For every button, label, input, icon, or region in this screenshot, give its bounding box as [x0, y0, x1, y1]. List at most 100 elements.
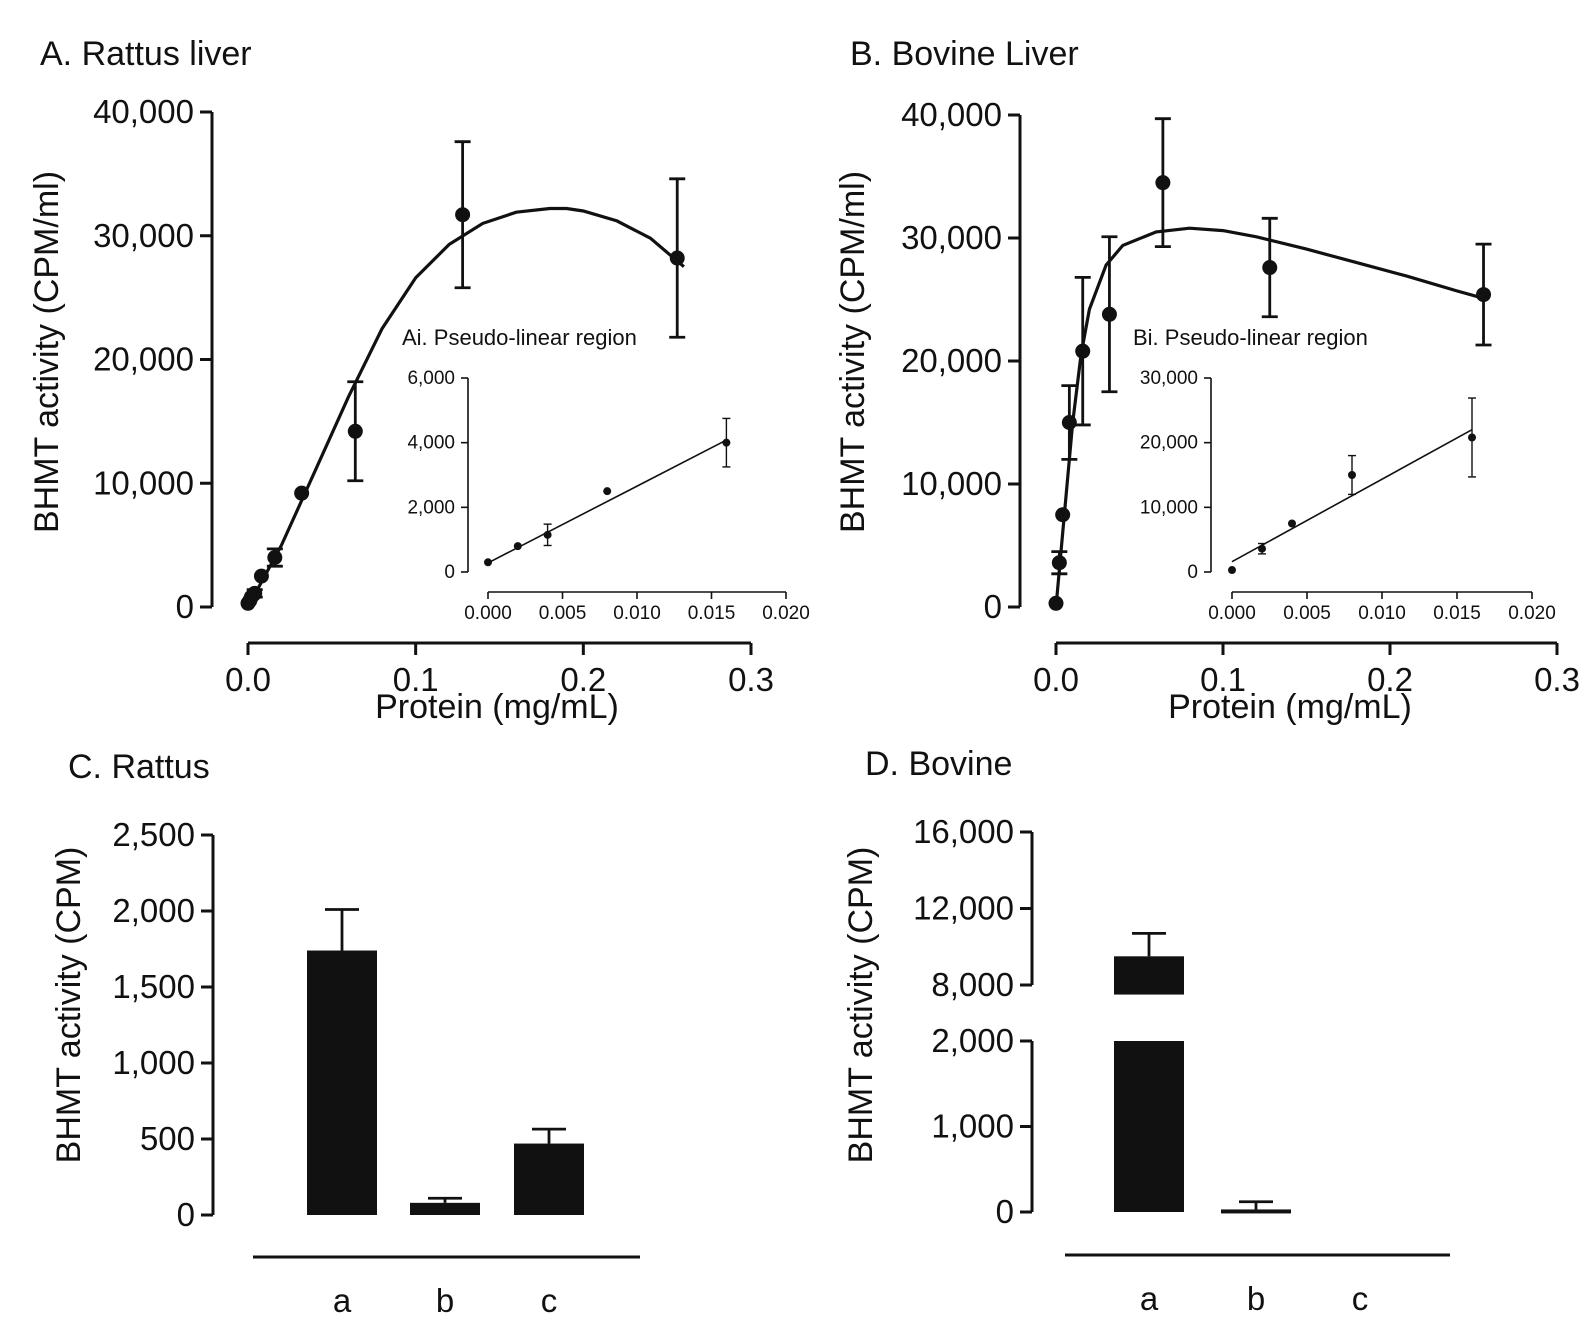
- x-tick-label: b: [1247, 1280, 1265, 1317]
- panel-c-plot: 0 500 1,000 1,500 2,000 2,500 a b c: [112, 816, 640, 1319]
- x-tick-label: 0.0: [1033, 661, 1079, 698]
- data-point: [1476, 287, 1492, 303]
- x-tick-label: 0.005: [1283, 603, 1331, 624]
- data-point: [1348, 471, 1356, 479]
- panel-a-ylabel: BHMT activity (CPM/ml): [28, 171, 66, 533]
- y-tick-label: 30,000: [1140, 368, 1198, 389]
- y-tick-label: 2,000: [112, 892, 195, 929]
- y-tick-label: 30,000: [901, 219, 1002, 256]
- data-point: [1055, 507, 1071, 523]
- y-tick-label: 0: [996, 1193, 1014, 1230]
- data-point: [1101, 306, 1117, 322]
- data-point: [1051, 555, 1067, 571]
- x-tick-label: 0.010: [613, 603, 661, 624]
- panel-b-inset: Bi. Pseudo-linear region 0 10,000 20,000 30…: [1133, 325, 1556, 624]
- y-tick-label: 2,500: [112, 816, 195, 853]
- x-tick-label: b: [436, 1282, 454, 1319]
- inset-a-title: Ai. Pseudo-linear region: [402, 325, 637, 350]
- x-tick-label: 0.0: [225, 661, 271, 698]
- y-tick-label: 10,000: [93, 464, 194, 501]
- panel-c-ylabel: BHMT activity (CPM): [50, 847, 88, 1164]
- fit-curve: [487, 439, 727, 564]
- data-point: [455, 207, 471, 223]
- data-point: [1075, 343, 1091, 359]
- bar-a-lower: [1114, 1041, 1184, 1212]
- y-tick-label: 2,000: [931, 1022, 1014, 1059]
- x-tick-label: 0.2: [1367, 661, 1413, 698]
- data-point: [1468, 433, 1476, 442]
- y-tick-label: 8,000: [931, 966, 1014, 1003]
- x-tick-label: a: [333, 1282, 352, 1319]
- data-point: [247, 585, 263, 601]
- y-tick-label: 1,500: [112, 968, 195, 1005]
- x-tick-label: c: [541, 1282, 558, 1319]
- panel-b: B. Bovine Liver BHMT activity (CPM/ml) P…: [834, 35, 1580, 726]
- data-point: [347, 423, 363, 439]
- x-tick-label: 0.1: [393, 661, 439, 698]
- x-tick-label: 0.2: [560, 661, 606, 698]
- x-tick-label: 0.005: [539, 603, 587, 624]
- data-point: [1048, 595, 1064, 611]
- fit-curve: [246, 206, 685, 608]
- x-tick-label: 0.000: [1208, 603, 1256, 624]
- bar-c: [514, 1143, 584, 1215]
- x-tick-label: 0.015: [688, 603, 736, 624]
- y-tick-label: 6,000: [407, 368, 455, 389]
- y-tick-label: 500: [140, 1120, 195, 1157]
- y-tick-label: 20,000: [93, 341, 194, 378]
- data-point: [267, 550, 283, 565]
- x-tick-label: a: [1140, 1280, 1159, 1317]
- y-tick-label: 0: [984, 588, 1002, 625]
- y-tick-label: 10,000: [901, 465, 1002, 502]
- panel-b-title: B. Bovine Liver: [850, 35, 1079, 73]
- x-tick-label: 0.3: [1534, 661, 1580, 698]
- panel-a: A. Rattus liver BHMT activity (CPM/ml) P…: [28, 35, 810, 726]
- bar-b: [1221, 1209, 1291, 1214]
- y-tick-label: 2,000: [407, 497, 455, 518]
- bar-b: [410, 1202, 480, 1215]
- x-tick-label: 0.1: [1200, 661, 1246, 698]
- panel-b-xlabel: Protein (mg/mL): [1168, 688, 1412, 726]
- data-point: [294, 485, 310, 501]
- data-point: [1228, 566, 1236, 575]
- data-point: [543, 530, 552, 539]
- fit-curve: [1231, 428, 1473, 563]
- panel-d: D. Bovine BHMT activity (CPM) 0 1,000 2,00…: [842, 745, 1450, 1317]
- x-tick-label: 0.010: [1358, 603, 1406, 624]
- panel-d-title: D. Bovine: [865, 745, 1012, 783]
- data-point: [603, 487, 612, 496]
- data-point: [513, 542, 522, 551]
- y-tick-label: 1,000: [931, 1108, 1014, 1145]
- y-tick-label: 40,000: [901, 96, 1002, 133]
- y-tick-label: 30,000: [93, 217, 194, 254]
- y-tick-label: 40,000: [93, 93, 194, 130]
- panel-c: C. Rattus BHMT activity (CPM) 0 500 1,000 1…: [50, 748, 640, 1319]
- panel-b-plot: 0 10,000 20,000 30,000 40,000 0.0 0.1 0.2 0.3: [901, 96, 1580, 698]
- x-tick-label: 0.020: [1508, 603, 1556, 624]
- bar-a: [307, 950, 377, 1215]
- panel-a-plot: 0 10,000 20,000 30,000 40,000 0.0 0.1 0.2 0.3: [93, 93, 774, 698]
- x-tick-label: 0.000: [464, 603, 512, 624]
- panel-c-title: C. Rattus: [68, 748, 210, 786]
- panel-b-ylabel: BHMT activity (CPM/ml): [834, 171, 872, 533]
- data-point: [1262, 260, 1278, 276]
- y-tick-label: 10,000: [1140, 497, 1198, 518]
- y-tick-label: 0: [444, 562, 455, 583]
- data-point: [669, 250, 685, 266]
- data-point: [253, 568, 269, 584]
- panel-a-title: A. Rattus liver: [40, 35, 252, 73]
- y-tick-label: 0: [176, 588, 194, 625]
- bar-a-upper: [1114, 956, 1184, 995]
- x-tick-label: 0.015: [1433, 603, 1481, 624]
- data-point: [1061, 415, 1077, 430]
- y-tick-label: 1,000: [112, 1044, 195, 1081]
- data-point: [1288, 519, 1296, 528]
- x-tick-label: c: [1352, 1280, 1369, 1317]
- y-tick-label: 20,000: [901, 342, 1002, 379]
- data-point: [1258, 544, 1266, 553]
- y-tick-label: 0: [1187, 562, 1198, 583]
- inset-a-plot: 0 2,000 4,000 6,000 0.000 0.005 0.010 0.015 0.02…: [407, 368, 809, 624]
- panel-a-xlabel: Protein (mg/mL): [375, 688, 619, 726]
- y-tick-label: 0: [177, 1196, 195, 1233]
